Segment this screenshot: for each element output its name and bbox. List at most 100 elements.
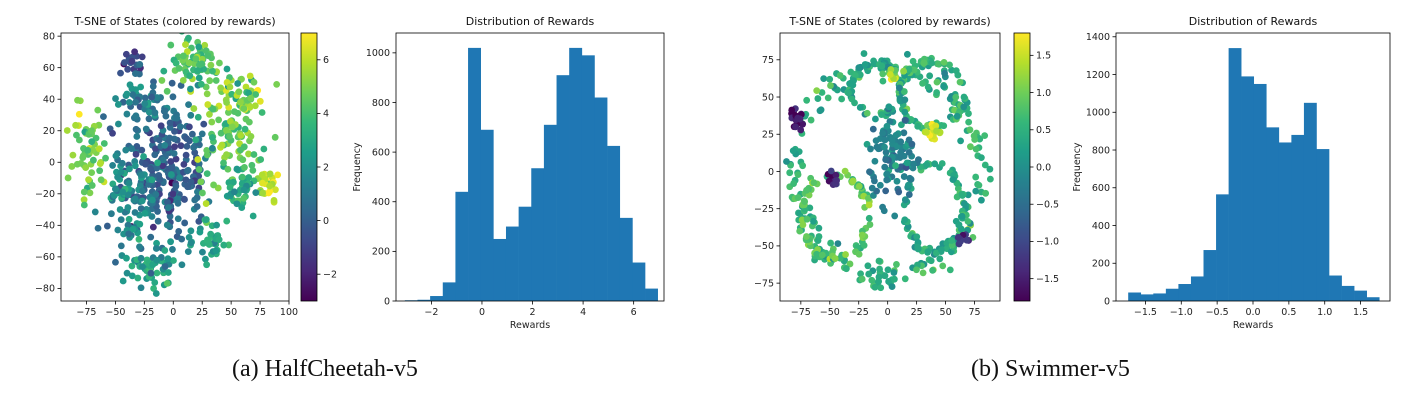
hc-tsne-point bbox=[121, 59, 128, 66]
hc-tsne-point bbox=[225, 241, 233, 249]
hc-hist-bar bbox=[569, 47, 583, 302]
hc-tsne-point bbox=[152, 245, 160, 252]
sw-tsne-point bbox=[977, 154, 985, 162]
hc-tsne-point bbox=[100, 113, 107, 120]
swimmer-reward-histogram: Distribution of Rewards −1.5 −1.0 −0.5 0.0 0.… bbox=[1072, 15, 1391, 331]
sw-hist-ytick-label: 800 bbox=[1092, 145, 1110, 156]
sw-tsne-point bbox=[900, 129, 908, 137]
sw-tsne-point bbox=[866, 168, 873, 176]
sw-hist-bar bbox=[1341, 285, 1355, 301]
sw-hist-xtick-label: 1.5 bbox=[1353, 307, 1368, 318]
hc-tsne-point bbox=[223, 65, 231, 73]
hc-tsne-point bbox=[95, 145, 103, 153]
sw-tsne-point bbox=[855, 64, 863, 72]
hc-tsne-ytick-label: −60 bbox=[35, 252, 55, 263]
hc-tsne-point bbox=[160, 67, 168, 75]
hc-tsne-point bbox=[84, 146, 92, 154]
sw-tsne-point bbox=[815, 224, 823, 232]
hc-tsne-point bbox=[75, 136, 83, 144]
hc-tsne-point bbox=[240, 194, 248, 202]
hc-tsne-point bbox=[94, 224, 102, 232]
hc-hist-bar bbox=[518, 206, 532, 301]
hc-tsne-point bbox=[142, 160, 149, 168]
hc-tsne-point bbox=[212, 247, 220, 255]
hc-tsne-point bbox=[252, 189, 260, 197]
sw-tsne-point bbox=[901, 96, 909, 104]
sw-tsne-point bbox=[976, 135, 984, 143]
sw-tsne-point bbox=[867, 145, 874, 153]
hc-tsne-point bbox=[207, 230, 215, 238]
sw-tsne-point bbox=[940, 82, 948, 90]
halfcheetah-reward-histogram: Distribution of Rewards −2 0 2 4 6 0 200 400 600 8… bbox=[352, 15, 665, 331]
hc-tsne-point bbox=[132, 70, 139, 78]
hc-tsne-point bbox=[203, 90, 211, 98]
hc-tsne-point bbox=[79, 154, 87, 162]
sw-tsne-point bbox=[908, 140, 916, 148]
hc-tsne-point bbox=[233, 165, 241, 173]
sw-tsne-point bbox=[865, 270, 873, 278]
hc-tsne-point bbox=[203, 170, 211, 178]
hc-tsne-point bbox=[184, 183, 191, 191]
sw-tsne-point bbox=[803, 215, 811, 223]
sw-tsne-ytick-label: −50 bbox=[754, 241, 774, 252]
hc-tsne-point bbox=[156, 175, 164, 183]
sw-tsne-point bbox=[870, 177, 878, 185]
sw-tsne-point bbox=[941, 69, 948, 77]
hc-tsne-point bbox=[192, 55, 200, 63]
sw-tsne-point bbox=[789, 147, 797, 155]
hc-tsne-point bbox=[176, 174, 183, 182]
hc-tsne-point bbox=[187, 239, 195, 247]
hc-tsne-point bbox=[181, 219, 189, 227]
hc-tsne-point bbox=[191, 196, 199, 204]
sw-hist-bar bbox=[1266, 127, 1280, 301]
sw-tsne-point bbox=[827, 239, 835, 247]
hc-tsne-point bbox=[224, 109, 232, 116]
hc-tsne-point bbox=[164, 204, 172, 212]
hc-tsne-point bbox=[126, 81, 134, 89]
hc-tsne-title: T-SNE of States (colored by rewards) bbox=[73, 15, 275, 28]
hc-tsne-point bbox=[122, 146, 130, 154]
sw-hist-bar bbox=[1278, 142, 1292, 301]
sw-tsne-point bbox=[895, 188, 903, 196]
sw-tsne-point bbox=[871, 283, 879, 291]
sw-tsne-point bbox=[933, 89, 941, 96]
hc-tsne-point bbox=[147, 233, 155, 241]
hc-tsne-point bbox=[158, 77, 166, 84]
hc-tsne-point bbox=[128, 57, 136, 65]
sw-tsne-point bbox=[890, 269, 898, 276]
hc-tsne-point bbox=[156, 136, 163, 144]
sw-tsne-point bbox=[964, 191, 972, 199]
sw-tsne-point bbox=[799, 162, 807, 170]
hc-tsne-point bbox=[215, 116, 223, 124]
sw-hist-ytick-label: 1200 bbox=[1086, 70, 1110, 81]
sw-tsne-point bbox=[790, 180, 797, 187]
hc-tsne-point bbox=[196, 228, 204, 236]
hc-tsne-point bbox=[122, 50, 130, 58]
hc-tsne-ytick-label: −80 bbox=[35, 284, 55, 295]
sw-tsne-point bbox=[955, 221, 963, 229]
sw-hist-bar bbox=[1165, 288, 1179, 301]
hc-tsne-point bbox=[119, 188, 127, 196]
hc-tsne-point bbox=[208, 144, 216, 152]
hc-tsne-point bbox=[178, 235, 186, 243]
hc-tsne-point bbox=[123, 269, 131, 277]
sw-tsne-point bbox=[959, 192, 966, 199]
hc-tsne-point bbox=[265, 189, 272, 197]
hc-tsne-point bbox=[85, 176, 92, 183]
sw-tsne-ytick-label: 50 bbox=[762, 92, 774, 103]
sw-tsne-point bbox=[915, 156, 922, 164]
sw-tsne-point bbox=[956, 78, 964, 86]
sw-tsne-point bbox=[888, 283, 896, 290]
sw-tsne-point bbox=[900, 88, 908, 95]
sw-tsne-point bbox=[860, 50, 868, 57]
hc-tsne-point bbox=[131, 209, 139, 216]
hc-tsne-point bbox=[117, 168, 125, 176]
hc-tsne-point bbox=[271, 186, 279, 194]
sw-hist-title: Distribution of Rewards bbox=[1189, 15, 1318, 28]
hc-hist-xtick-label: 2 bbox=[530, 307, 536, 318]
sw-tsne-colorbar-label: −1.5 bbox=[1036, 274, 1059, 285]
hc-tsne-point bbox=[194, 113, 202, 121]
hc-hist-ytick-label: 0 bbox=[384, 296, 390, 307]
sw-tsne-point bbox=[905, 148, 913, 156]
sw-tsne-point bbox=[907, 175, 915, 183]
